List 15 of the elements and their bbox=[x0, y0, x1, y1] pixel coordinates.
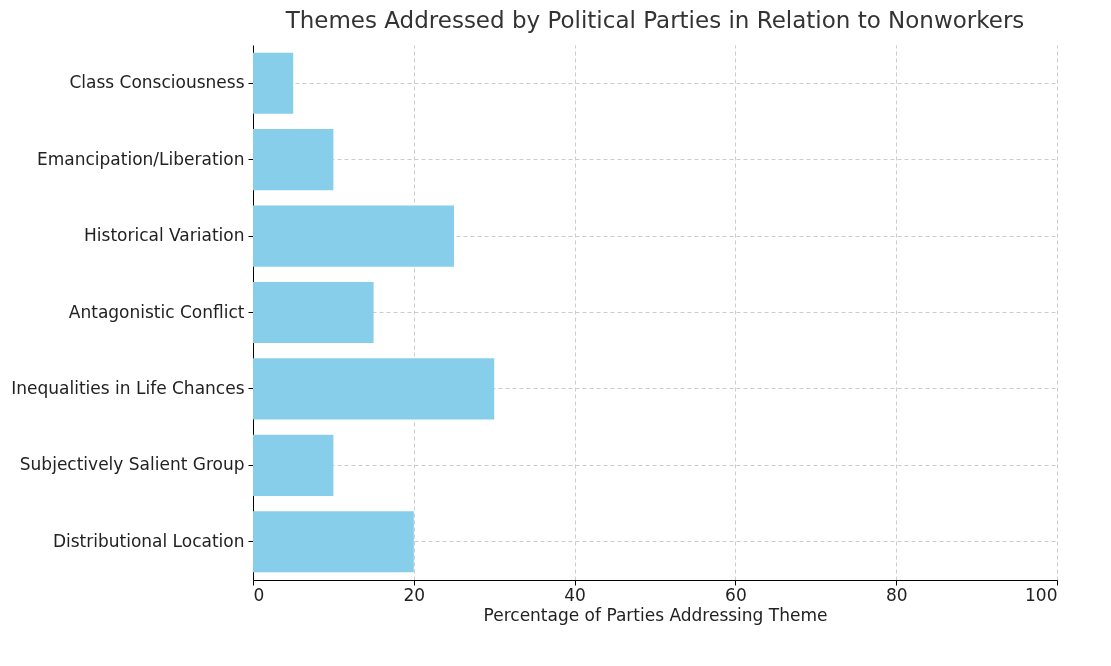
y-tick-label: Antagonistic Conflict bbox=[68, 301, 245, 322]
y-tick-label: Class Consciousness bbox=[69, 72, 245, 93]
x-tick-label: 80 bbox=[885, 584, 908, 605]
x-tick-label: 40 bbox=[564, 584, 586, 605]
x-tick-label: 0 bbox=[253, 584, 265, 605]
y-tick-label: Historical Variation bbox=[84, 225, 245, 246]
y-tick-label: Inequalities in Life Chances bbox=[11, 377, 245, 398]
y-tick-label: Distributional Location bbox=[52, 530, 245, 551]
x-axis-title: Percentage of Parties Addressing Theme bbox=[483, 604, 828, 625]
y-tick-label: Subjectively Salient Group bbox=[19, 454, 245, 475]
x-tick-label: 100 bbox=[1025, 584, 1058, 605]
x-tick-label: 60 bbox=[725, 584, 747, 605]
y-tick-label: Emancipation/Liberation bbox=[37, 148, 245, 169]
x-tick-label: 20 bbox=[403, 584, 426, 605]
chart-title: Themes Addressed by Political Parties in Relation to Nonworkers bbox=[284, 7, 1025, 33]
